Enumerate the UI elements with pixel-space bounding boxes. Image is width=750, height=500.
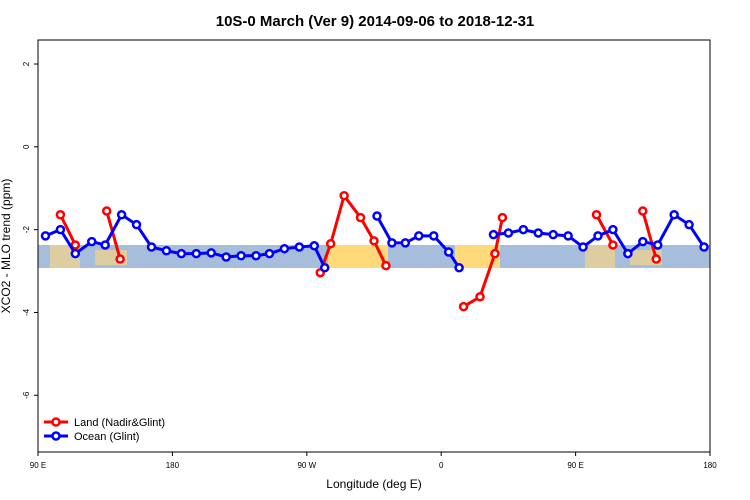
point [669,209,679,220]
legend-label: Land (Nadir&Glint) [74,417,165,429]
point [414,231,424,241]
point [638,236,648,247]
point [593,231,603,241]
point [548,229,558,240]
point [369,236,379,246]
x-tick-label: 0 [439,461,444,470]
point [591,209,602,220]
point [381,260,391,271]
series [40,209,709,273]
x-tick-label: 180 [703,461,717,470]
point [458,301,469,312]
point [115,254,125,264]
point [400,238,411,248]
point [309,241,320,251]
point [251,250,261,261]
chart-title: 10S-0 March (Ver 9) 2014-09-06 to 2018-1… [216,13,535,30]
point [454,262,464,273]
point [443,247,454,257]
point [638,206,648,216]
point [652,240,663,250]
point [325,238,336,249]
point [206,248,216,258]
point [651,254,661,264]
point [684,219,694,230]
point [490,248,500,259]
point [319,262,330,273]
point [488,229,499,240]
y-tick-label: -4 [22,308,31,316]
y-tick-label: -2 [22,226,31,234]
legend-label: Ocean (Glint) [74,431,139,443]
x-tick-label: 90 E [567,461,583,470]
point [191,248,202,259]
point [236,250,246,261]
point [294,242,305,252]
point [428,231,439,241]
x-tick-label: 180 [166,461,180,470]
point [608,240,618,250]
point [699,242,709,252]
x-tick-label: 90 E [30,461,46,470]
point [161,246,172,256]
point [55,209,66,220]
point [623,248,633,259]
y-tick-label: -6 [22,391,31,399]
point [101,206,112,216]
x-axis-label: Longitude (deg E) [326,477,421,491]
y-tick-label: 0 [22,144,31,149]
land-strip [455,245,500,268]
point [475,291,485,302]
point [355,212,366,223]
point [116,209,127,220]
point [70,248,81,259]
x-tick-label: 90 W [297,461,316,470]
point [87,236,97,247]
plot-frame [37,39,711,453]
point [40,231,51,241]
land-strip [585,245,615,268]
point [176,248,187,259]
map-strip [38,245,710,268]
point [100,240,110,250]
legend-marker [51,431,61,441]
point [563,231,573,241]
point [372,211,382,221]
y-tick-label: 2 [22,61,31,66]
point [608,224,618,235]
point [533,228,544,238]
point [503,228,514,238]
point [518,224,529,235]
y-axis-label: XCO2 - MLO trend (ppm) [0,179,13,314]
series-line [59,192,658,308]
point [131,219,142,230]
land-strip [328,245,388,268]
legend-marker [51,417,61,427]
point [279,243,290,254]
point [70,240,81,250]
point [221,252,231,262]
point [578,242,588,252]
point [146,242,157,252]
point [264,248,275,259]
point [497,212,508,223]
point [339,190,349,201]
point [387,238,397,248]
point [55,224,66,235]
